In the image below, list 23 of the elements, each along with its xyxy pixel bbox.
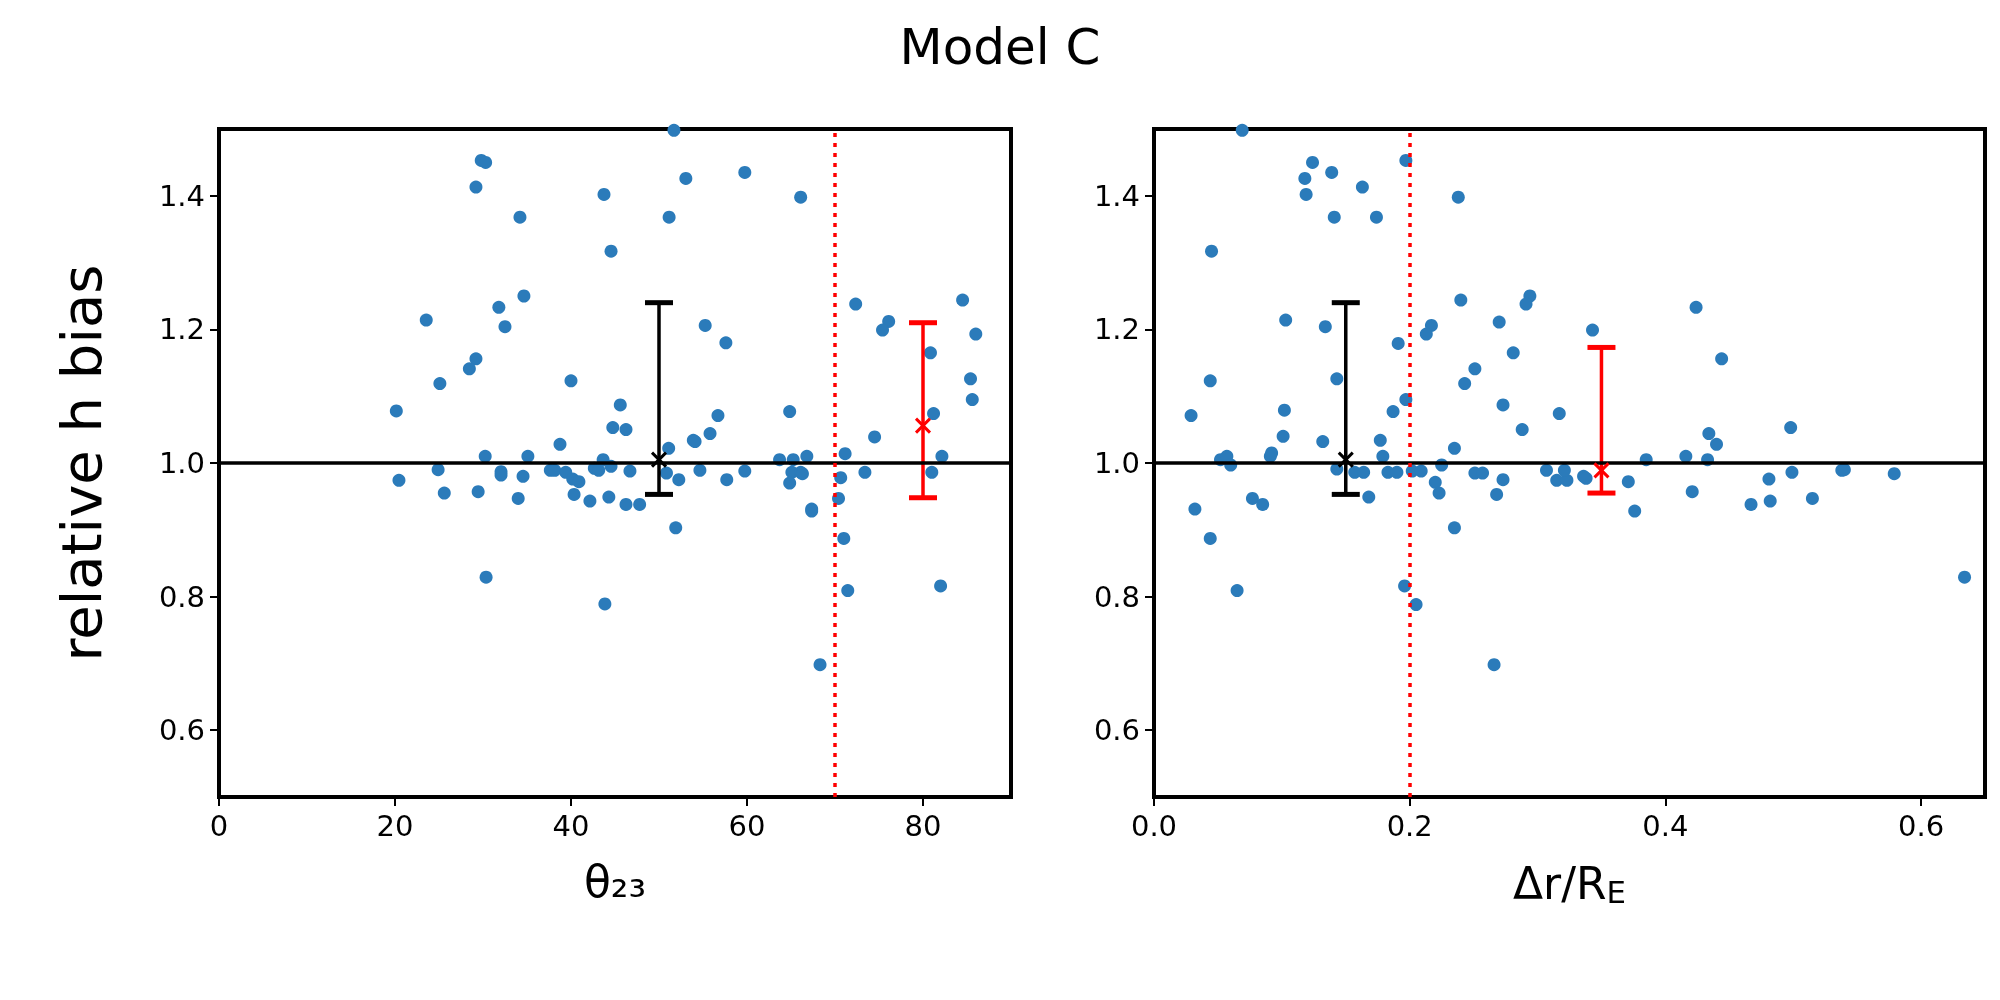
y-tick-label: 0.8 [158,579,205,614]
x-tick-label: 0.0 [1130,808,1178,843]
x-tick-label: 0.2 [1386,808,1433,843]
x-tick-label: 80 [904,808,942,843]
y-axis-title: relative h bias [48,264,114,662]
y-tick-label: 1.4 [1093,178,1140,213]
x-tick-label: 0.6 [1898,808,1945,843]
x-tick-label: 0 [209,808,229,843]
y-tick-label: 0.6 [1093,713,1140,748]
x-axis-title: Δr/RE [1512,857,1627,911]
x-tick-label: 0.4 [1642,808,1689,843]
y-tick-label: 1.0 [1093,446,1140,480]
x-tick-label: 20 [376,808,414,843]
y-tick-label: 1.2 [158,312,205,347]
x-tick-label: 60 [728,808,766,843]
y-tick-label: 1.2 [1093,312,1140,347]
y-tick-label: 1.4 [158,178,205,213]
x-axis-title: θ₂₃ [583,855,647,907]
y-tick-label: 0.8 [1093,579,1140,614]
y-tick-label: 0.6 [158,713,205,748]
y-tick-label: 1.0 [158,446,205,480]
chart-title: Model C [898,18,1102,76]
x-tick-label: 40 [552,808,590,843]
